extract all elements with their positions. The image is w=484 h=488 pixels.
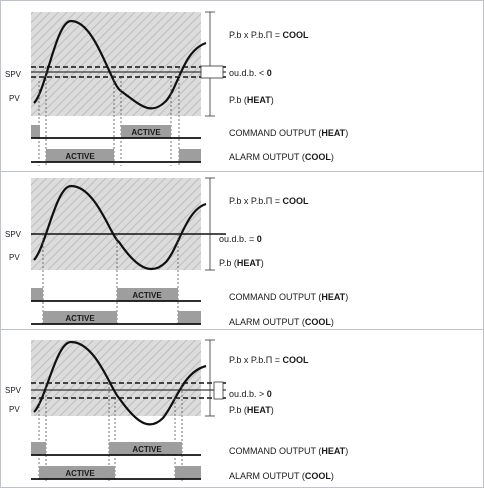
heat-formula: P.b (HEAT) <box>219 258 264 268</box>
pv-label: PV <box>9 94 20 103</box>
command-output-label: COMMAND OUTPUT (HEAT) <box>229 292 348 302</box>
spv-label: SPV <box>5 386 22 395</box>
panel-2-diagram: ACTIVE ACTIVE SPV PV P.b x P.b.Π = COOL … <box>1 172 483 330</box>
spv-label: SPV <box>5 70 22 79</box>
proportional-band-area <box>31 340 201 416</box>
command-active-block <box>31 288 43 301</box>
proportional-band-area <box>31 178 201 270</box>
panel-3-diagram: ACTIVE ACTIVE SPV PV P.b x P.b.Π = COOL … <box>1 330 483 488</box>
deadband-box <box>201 66 223 78</box>
alarm-active-label: ACTIVE <box>65 469 95 478</box>
deadband-box <box>214 382 223 399</box>
proportional-band-area <box>31 12 201 116</box>
alarm-output-label: ALARM OUTPUT (COOL) <box>229 317 334 327</box>
alarm-active-block <box>175 466 201 479</box>
command-active-block <box>31 442 46 455</box>
heat-formula: P.b (HEAT) <box>229 95 274 105</box>
deadband-formula: ou.d.b. < 0 <box>229 68 272 78</box>
command-active-label: ACTIVE <box>132 445 162 454</box>
alarm-active-block <box>179 149 201 162</box>
pv-label: PV <box>9 253 20 262</box>
panel-odb-zero: ACTIVE ACTIVE SPV PV P.b x P.b.Π = COOL … <box>1 171 483 330</box>
spv-label: SPV <box>5 230 22 239</box>
command-active-block <box>31 125 40 138</box>
alarm-active-block <box>178 311 201 324</box>
deadband-formula: ou.d.b. > 0 <box>229 389 272 399</box>
cool-formula: P.b x P.b.Π = COOL <box>229 30 309 40</box>
heat-formula: P.b (HEAT) <box>229 405 274 415</box>
deadband-formula: ou.d.b. = 0 <box>219 234 262 244</box>
panel-odb-negative: ACTIVE ACTIVE SPV PV P.b x P.b.Π = COOL … <box>1 1 483 171</box>
command-active-label: ACTIVE <box>132 291 162 300</box>
pv-label: PV <box>9 405 20 414</box>
cool-formula: P.b x P.b.Π = COOL <box>229 196 309 206</box>
alarm-output-label: ALARM OUTPUT (COOL) <box>229 152 334 162</box>
cool-formula: P.b x P.b.Π = COOL <box>229 355 309 365</box>
command-output-label: COMMAND OUTPUT (HEAT) <box>229 128 348 138</box>
panel-1-diagram: ACTIVE ACTIVE SPV PV P.b x P.b.Π = COOL … <box>1 1 483 171</box>
command-output-label: COMMAND OUTPUT (HEAT) <box>229 446 348 456</box>
alarm-output-label: ALARM OUTPUT (COOL) <box>229 471 334 481</box>
alarm-active-label: ACTIVE <box>65 152 95 161</box>
command-active-label: ACTIVE <box>131 128 161 137</box>
alarm-active-label: ACTIVE <box>65 314 95 323</box>
panel-odb-positive: ACTIVE ACTIVE SPV PV P.b x P.b.Π = COOL … <box>1 329 483 488</box>
